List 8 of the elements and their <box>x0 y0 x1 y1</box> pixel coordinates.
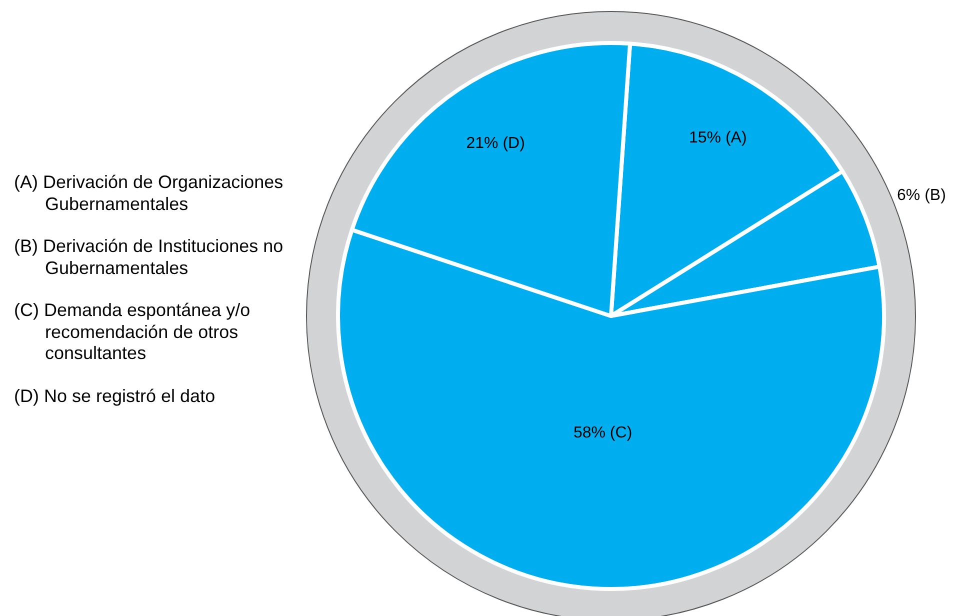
text: (B) Derivación de Instituciones no Gubernamentales <box>14 236 284 279</box>
slice-label: 15% (A) <box>688 130 747 147</box>
slice-label: 21% (D) <box>466 134 525 152</box>
text: (D) No se registró el dato <box>14 386 216 407</box>
slice-label: 58% (C) <box>573 424 632 442</box>
slice-label: 6% (B) <box>897 186 946 204</box>
text: (C) Demanda espontánea y/o recomendación de otros consultantes <box>14 300 252 364</box>
text: (A) Derivación de Organizaciones Gubernamentales <box>14 172 284 215</box>
